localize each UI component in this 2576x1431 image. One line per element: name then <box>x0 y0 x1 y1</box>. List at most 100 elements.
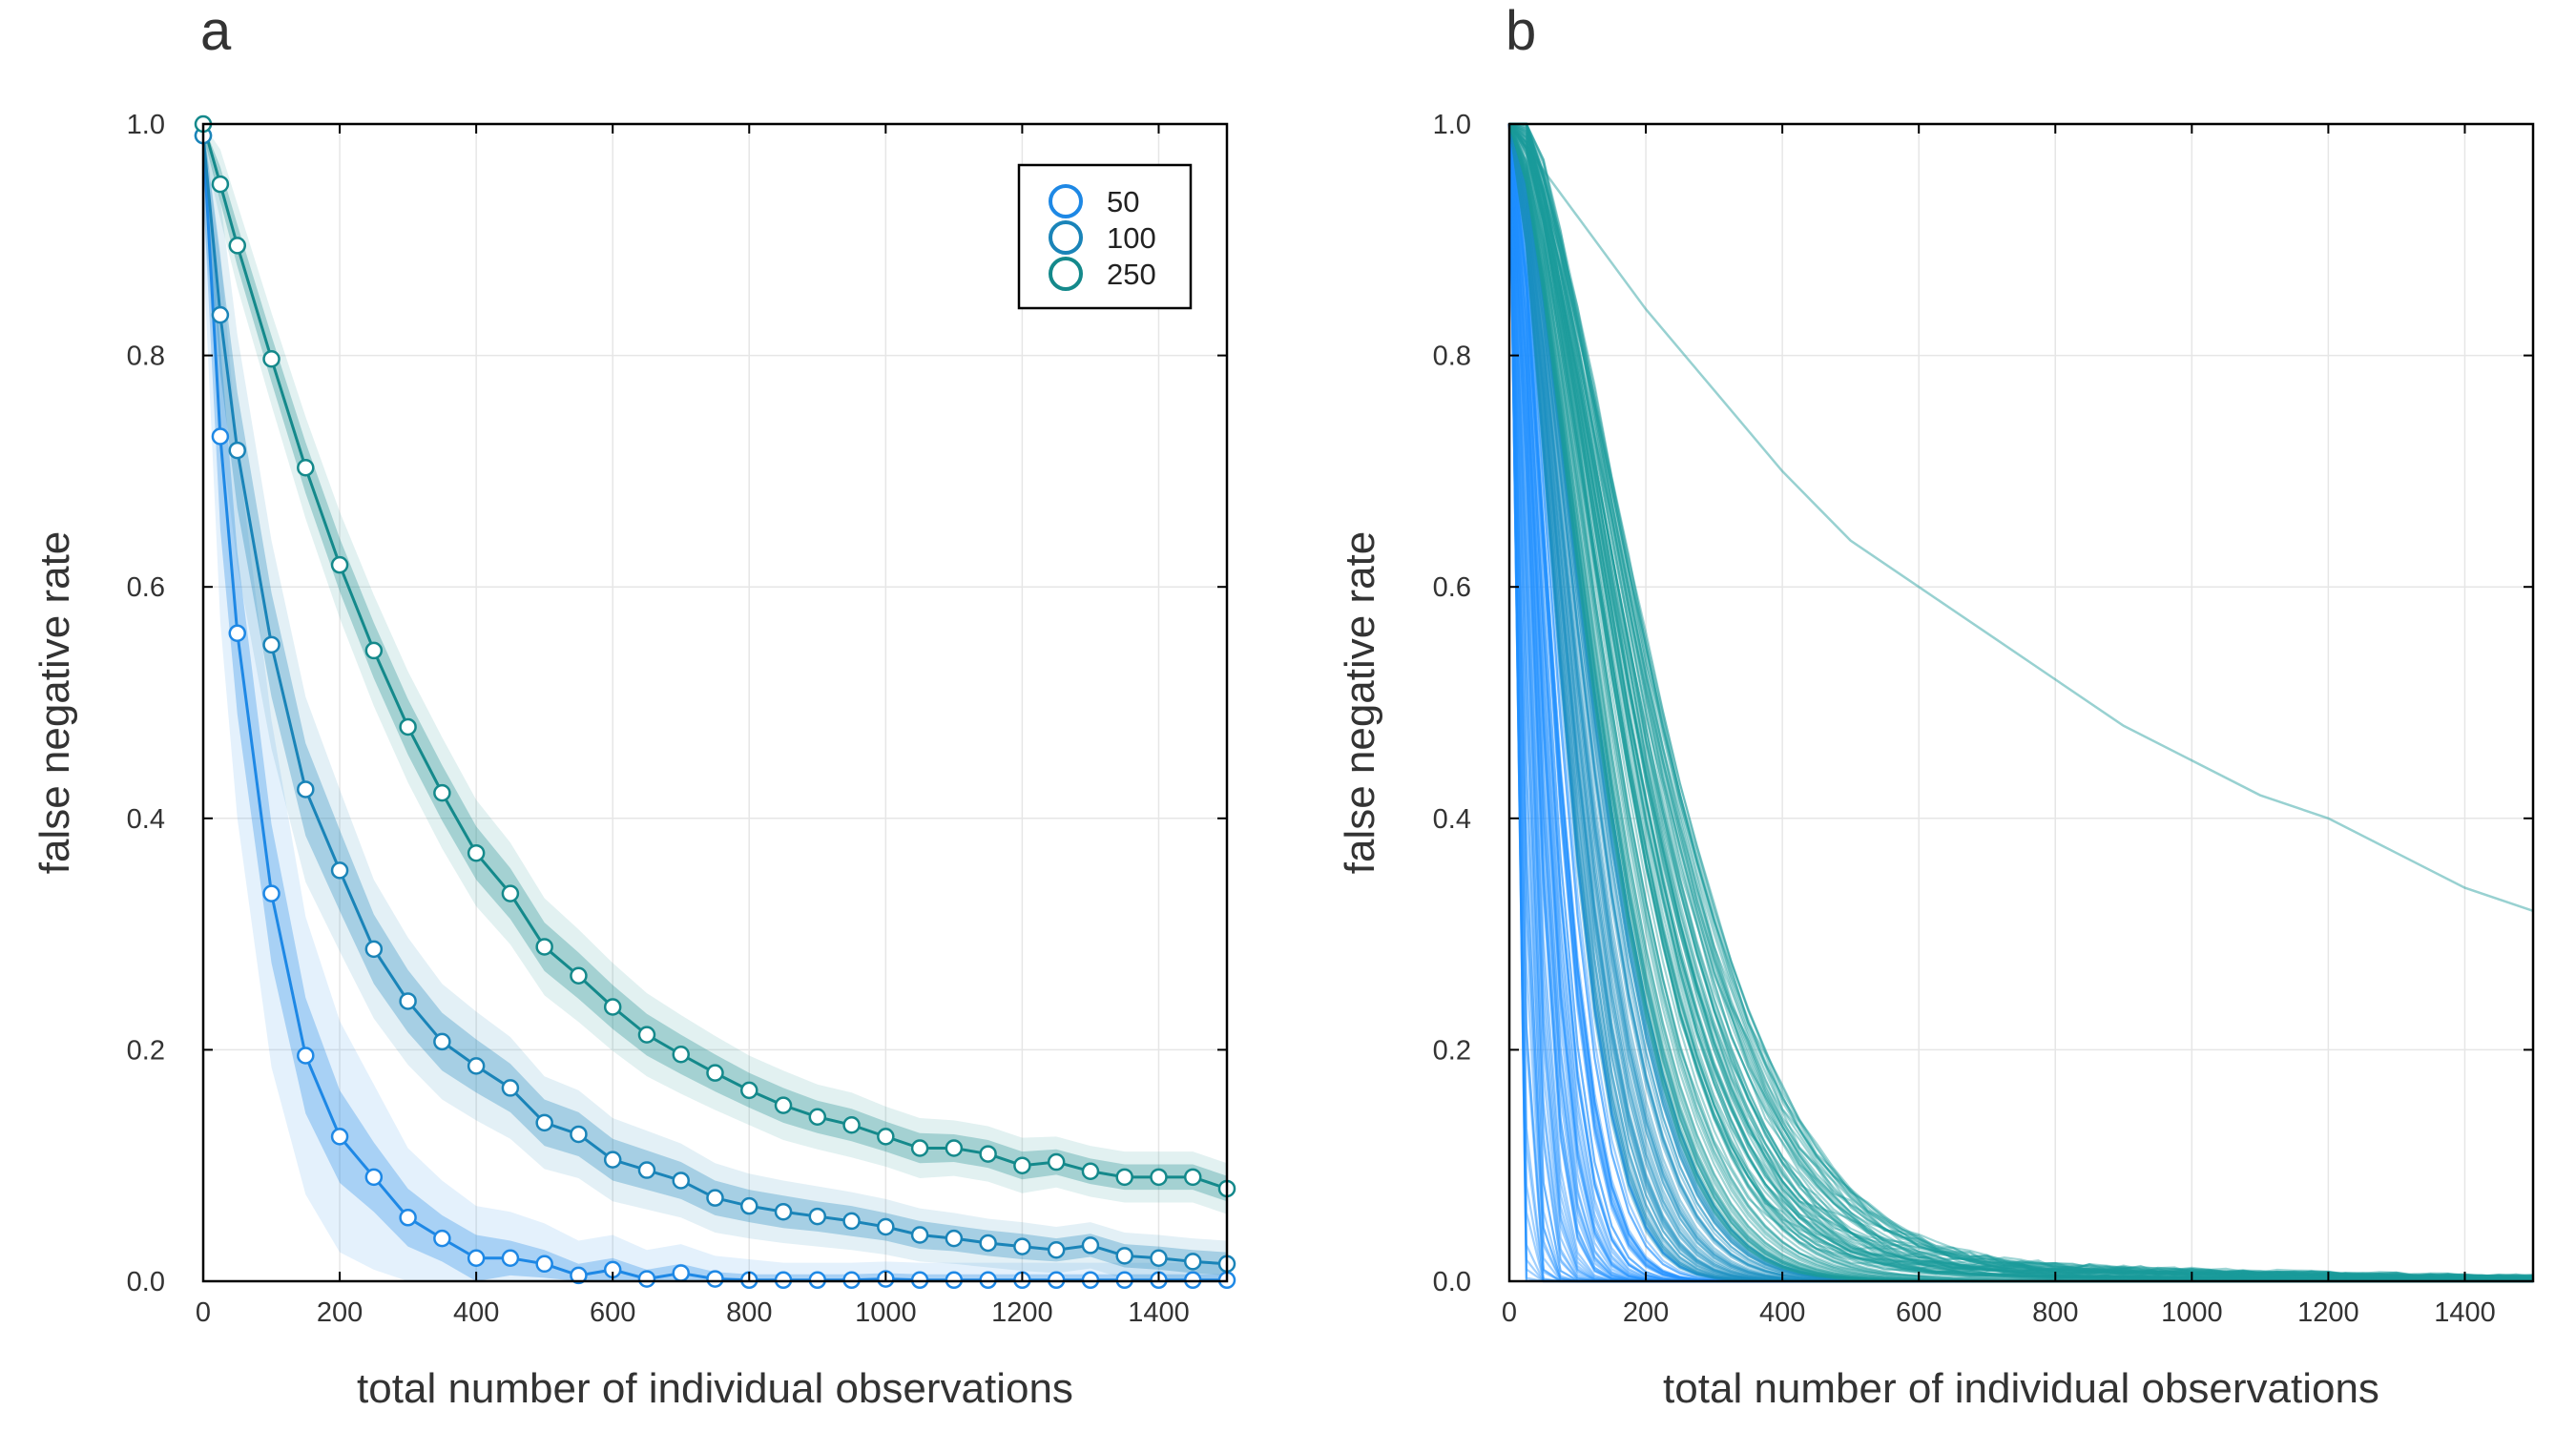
panel-label-b: b <box>1506 0 1536 62</box>
y-tick-label: 0.2 <box>127 1035 165 1066</box>
y-tick-label: 0.6 <box>1433 572 1471 603</box>
simulation-line <box>1509 122 2534 1278</box>
marker-100 <box>535 1113 553 1132</box>
simulation-line <box>1508 122 2534 1279</box>
legend-marker-50 <box>1049 184 1083 218</box>
simulation-line <box>1509 122 2534 1279</box>
marker-100 <box>774 1202 793 1221</box>
simulation-line <box>1508 123 2534 1280</box>
marker-100 <box>570 1125 588 1144</box>
simulation-line <box>1508 123 2534 1279</box>
marker-250 <box>501 884 520 902</box>
x-tick-label: 200 <box>317 1297 363 1328</box>
marker-100 <box>1115 1247 1133 1265</box>
simulation-line <box>1508 123 2534 1282</box>
simulation-line <box>1508 123 2533 1281</box>
simulation-line <box>1508 123 2533 1281</box>
marker-250 <box>1047 1152 1066 1172</box>
marker-250 <box>910 1139 929 1157</box>
marker-100 <box>467 1057 486 1075</box>
simulation-line <box>1508 122 2534 1279</box>
marker-50 <box>706 1270 724 1288</box>
y-tick-label: 0.0 <box>127 1267 165 1297</box>
panel-a-frame <box>201 122 1229 1283</box>
simulation-line <box>1509 122 2534 1279</box>
simulation-line <box>1508 123 2534 1280</box>
marker-250 <box>228 237 247 255</box>
simulation-line <box>1508 122 2534 1280</box>
simulation-line <box>1508 122 2533 1280</box>
simulation-line <box>1508 122 2533 1279</box>
y-tick-label: 0.0 <box>1433 1267 1471 1297</box>
marker-50 <box>297 1047 315 1065</box>
panel-a-ticks: 0 200 400 600 800 1000 1200 1400 0.0 0.2 0.4 0.6 0.8… <box>127 110 1227 1328</box>
marker-250 <box>979 1145 997 1163</box>
simulation-line <box>1509 122 2534 1278</box>
marker-100 <box>1150 1249 1168 1267</box>
panel-a: a 0 200 400 600 800 1000 1200 14000.00.20.40.60… <box>31 0 1236 1412</box>
simulation-line <box>1508 123 2534 1280</box>
panel-a-markers <box>194 114 1236 1290</box>
marker-50 <box>535 1255 553 1274</box>
marker-50 <box>330 1128 349 1146</box>
y-tick-label: 0.2 <box>1433 1035 1471 1066</box>
legend-box <box>1017 163 1193 310</box>
y-tick-label: 1.0 <box>1433 110 1471 140</box>
marker-250 <box>433 783 451 802</box>
marker-100 <box>330 861 349 880</box>
marker-250 <box>262 349 280 368</box>
simulation-line <box>1508 122 2534 1280</box>
x-tick-label: 1000 <box>855 1297 917 1328</box>
x-tick-label: 600 <box>590 1297 635 1328</box>
panel-b-frame <box>1507 122 2535 1283</box>
x-tick-label: 800 <box>726 1297 772 1328</box>
panel-label-a: a <box>200 0 232 62</box>
band-outer-50 <box>203 124 1227 1281</box>
panel-b-ticks: 0 200 400 600 800 1000 1200 1400 0.0 0.2 0.4 0.6 0.8… <box>1433 110 2533 1328</box>
legend-label-50: 50 <box>1107 185 1139 218</box>
simulation-line <box>1508 123 2534 1280</box>
x-tick-label: 400 <box>453 1297 499 1328</box>
simulation-line <box>1508 123 2533 1281</box>
marker-100 <box>1047 1240 1066 1259</box>
marker-250 <box>399 717 417 736</box>
marker-250 <box>1115 1168 1133 1187</box>
x-tick-label: 200 <box>1623 1297 1669 1328</box>
marker-250 <box>364 641 384 660</box>
marker-50 <box>467 1249 486 1267</box>
simulation-line <box>1509 122 2534 1277</box>
marker-100 <box>399 992 417 1010</box>
marker-100 <box>945 1229 964 1248</box>
marker-250 <box>1183 1168 1202 1187</box>
marker-250 <box>1013 1156 1031 1174</box>
simulation-line <box>1508 123 2534 1281</box>
y-tick-label: 1.0 <box>127 110 165 140</box>
marker-100 <box>501 1079 520 1097</box>
simulation-line <box>1508 123 2534 1281</box>
simulation-line <box>1508 123 2534 1282</box>
legend-marker-250 <box>1049 257 1083 291</box>
marker-50 <box>262 884 280 902</box>
marker-100 <box>1081 1236 1100 1255</box>
y-tick-label: 0.4 <box>1433 804 1471 835</box>
simulation-line <box>1508 123 2533 1281</box>
marker-100 <box>706 1189 724 1207</box>
marker-250 <box>774 1096 793 1114</box>
simulation-line <box>1508 122 2534 1279</box>
marker-250 <box>535 938 553 956</box>
marker-50 <box>228 624 247 642</box>
simulation-line <box>1509 122 2534 1279</box>
simulation-line <box>1508 123 2534 1281</box>
marker-50 <box>211 427 230 446</box>
simulation-line <box>1509 122 2534 1278</box>
legend-label-250: 250 <box>1107 258 1156 291</box>
marker-50 <box>364 1168 384 1187</box>
simulation-line <box>1509 122 2534 1278</box>
y-tick-label: 0.8 <box>127 342 165 372</box>
marker-250 <box>945 1139 964 1157</box>
panel-b-y-axis-title: false negative rate <box>1337 531 1383 875</box>
simulation-line <box>1508 123 2534 1281</box>
simulation-line <box>1508 122 2534 1278</box>
panel-a-y-axis-title: false negative rate <box>31 531 78 875</box>
